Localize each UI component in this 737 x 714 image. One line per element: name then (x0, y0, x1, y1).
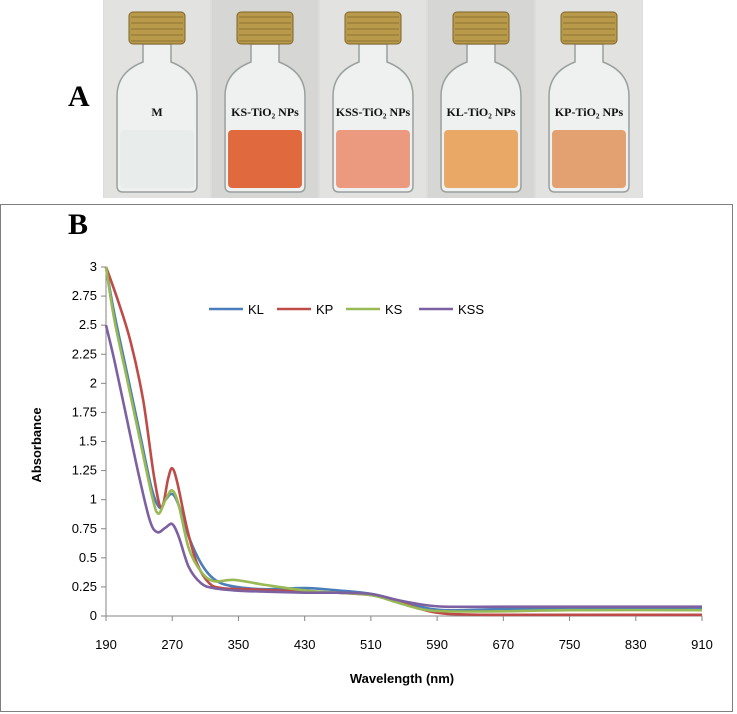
y-tick-label: 0.5 (79, 550, 97, 565)
bottle-liquid (120, 130, 194, 188)
x-tick-label: 350 (228, 637, 250, 652)
panel-a-letter: A (68, 80, 90, 113)
vial-photo-strip: M KS-TiO₂ NPs KSS-TiO₂ NPs KL-TiO₂ NPs KP-Ti… (103, 0, 643, 198)
legend: KL KP KS KSS (209, 302, 484, 317)
legend-entry-ks: KS (346, 302, 403, 317)
y-axis-title: Absorbance (29, 407, 44, 482)
vial-2: KS-TiO₂ NPs (212, 0, 318, 198)
chart-frame: 0 0.25 0.5 0.75 1 1.25 1.5 1.75 2 2.25 2.5 2.75 3 19… (0, 204, 733, 712)
x-tick-label: 750 (559, 637, 581, 652)
legend-entry-kp: KP (277, 302, 333, 317)
vial-label: KL-TiO₂ NPs (446, 105, 515, 119)
absorbance-chart: 0 0.25 0.5 0.75 1 1.25 1.5 1.75 2 2.25 2.5 2.75 3 19… (29, 259, 713, 686)
x-tick-label: 270 (161, 637, 183, 652)
legend-entry-kl: KL (209, 302, 264, 317)
legend-label: KL (248, 302, 264, 317)
y-tick-label: 3 (90, 259, 97, 274)
y-tick-label: 1.25 (72, 463, 97, 478)
y-tick-label: 2.75 (72, 288, 97, 303)
series-line-kss (104, 324, 702, 609)
x-tick-label: 670 (492, 637, 514, 652)
vial-4: KL-TiO₂ NPs (428, 0, 534, 198)
x-tick-label: 510 (360, 637, 382, 652)
y-tick-label: 1.75 (72, 404, 97, 419)
y-tick-label: 2.5 (79, 317, 97, 332)
bottle-liquid (444, 130, 518, 188)
vial-label: KP-TiO₂ NPs (555, 105, 624, 119)
vial-label: M (151, 105, 162, 119)
bottle-liquid (228, 130, 302, 188)
bottle-cap (236, 11, 294, 45)
vial-1: M (104, 0, 210, 198)
bottle-cap (344, 11, 402, 45)
legend-label: KS (385, 302, 403, 317)
legend-entry-kss: KSS (419, 302, 484, 317)
y-tick-label: 1.5 (79, 434, 97, 449)
series-line-kp (104, 266, 702, 617)
x-tick-label: 830 (625, 637, 647, 652)
vial-label: KSS-TiO₂ NPs (336, 105, 411, 119)
vial-3: KSS-TiO₂ NPs (320, 0, 426, 198)
legend-label: KSS (458, 302, 484, 317)
bottle-liquid (552, 130, 626, 188)
x-tick-label: 430 (294, 637, 316, 652)
x-axis-title: Wavelength (nm) (350, 671, 454, 686)
bottle-cap (560, 11, 618, 45)
y-tick-label: 2 (90, 375, 97, 390)
vial-5: KP-TiO₂ NPs (536, 0, 642, 198)
x-tick-label: 190 (95, 637, 117, 652)
series-line-ks (104, 266, 703, 613)
y-tick-label: 0.25 (72, 579, 97, 594)
y-tick-label: 0 (90, 608, 97, 623)
bottle-liquid (336, 130, 410, 188)
x-tick-label: 910 (691, 637, 713, 652)
y-tick-label: 1 (90, 492, 97, 507)
y-tick-label: 2.25 (72, 346, 97, 361)
x-tick-label: 590 (426, 637, 448, 652)
vial-label: KS-TiO₂ NPs (231, 105, 299, 119)
y-tick-label: 0.75 (72, 521, 97, 536)
panel-b-letter: B (68, 208, 89, 241)
bottle-cap (128, 11, 186, 45)
legend-label: KP (316, 302, 333, 317)
bottle-cap (452, 11, 510, 45)
